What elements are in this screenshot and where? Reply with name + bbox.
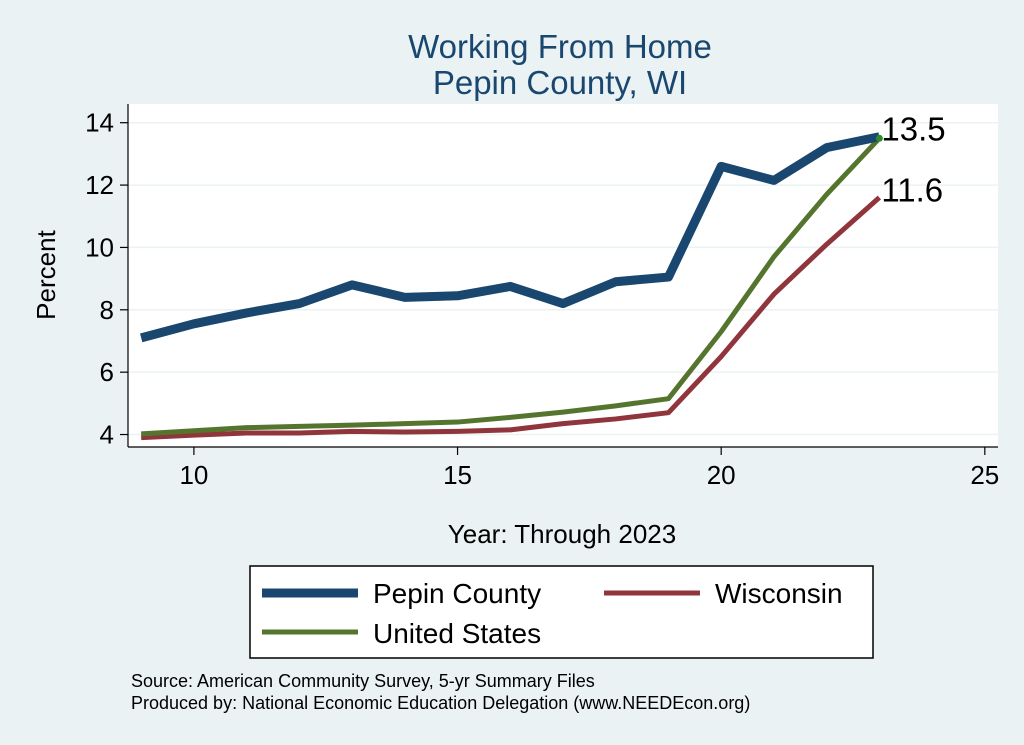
united-states-end-marker — [875, 134, 883, 142]
series-lines — [140, 132, 883, 441]
y-tick-label: 12 — [85, 170, 114, 200]
y-tick-label: 6 — [100, 357, 114, 387]
end-label-wisconsin: 11.6 — [881, 172, 943, 209]
y-tick-label: 14 — [85, 108, 114, 138]
x-tick-label: 10 — [179, 460, 208, 490]
y-tick-label: 4 — [100, 420, 114, 450]
series-line-wisconsin — [141, 195, 882, 441]
legend-label-wisconsin: Wisconsin — [715, 578, 843, 609]
x-tick-label: 15 — [443, 460, 472, 490]
x-tick-label: 25 — [970, 460, 999, 490]
source-note: Source: American Community Survey, 5-yr … — [131, 671, 595, 691]
end-labels: 13.5 11.6 — [881, 111, 945, 209]
series-line-pepin-county — [140, 132, 881, 343]
y-axis-label: Percent — [31, 229, 61, 319]
legend-label-pepin-county: Pepin County — [373, 578, 541, 609]
legend-label-united-states: United States — [373, 618, 541, 649]
series-line-united-states — [141, 136, 882, 437]
chart-title-line-1: Working From Home — [408, 28, 712, 65]
legend: Pepin County Wisconsin United States — [262, 578, 843, 649]
axes: 4 6 8 10 12 14 10 15 20 25 — [85, 104, 999, 490]
x-tick-label: 20 — [707, 460, 736, 490]
producer-note: Produced by: National Economic Education… — [131, 693, 750, 713]
y-tick-label: 8 — [100, 295, 114, 325]
plot-area — [128, 104, 998, 447]
chart-title-line-2: Pepin County, WI — [433, 64, 687, 101]
y-tick-label: 10 — [85, 232, 114, 262]
x-axis-label: Year: Through 2023 — [448, 519, 676, 549]
end-label-pepin-county: 13.5 — [881, 111, 945, 148]
legend-box — [249, 565, 874, 659]
